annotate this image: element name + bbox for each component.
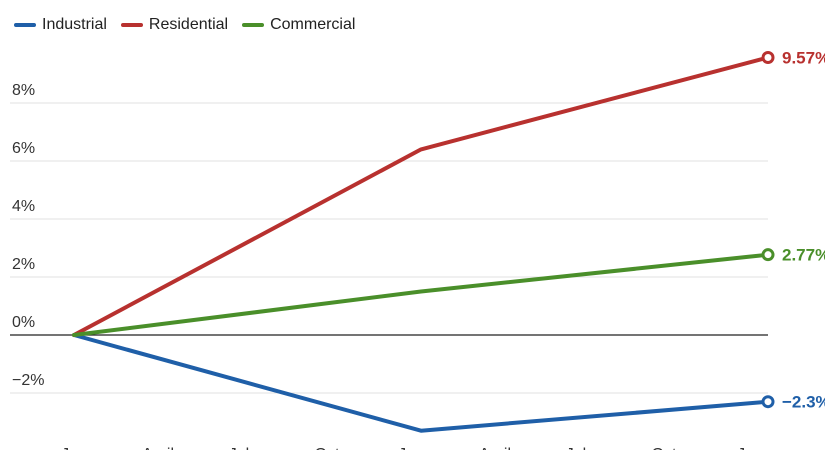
end-point-marker-industrial[interactable] (761, 395, 775, 409)
legend-label-commercial: Commercial (270, 16, 356, 33)
series-line-commercial[interactable] (72, 252, 770, 337)
grid-layer (10, 102, 768, 394)
label-layer: −2.3% 9.57% 2.77% (782, 48, 825, 411)
x-tick-label: April (142, 446, 174, 450)
end-point-marker-commercial[interactable] (761, 248, 775, 262)
x-tick-label: July (566, 446, 594, 450)
x-tick-label: Jan (61, 446, 87, 450)
legend: Industrial Residential Commercial (14, 16, 355, 34)
series-line-industrial[interactable] (72, 333, 770, 433)
legend-label-industrial: Industrial (42, 16, 107, 33)
y-tick-label: 0% (12, 314, 35, 331)
y-tick-label: 6% (12, 140, 35, 157)
end-value-label-commercial: 2.77% (782, 246, 825, 265)
x-tick-label: Oct (652, 446, 677, 450)
x-tick-label: Oct (315, 446, 340, 450)
legend-swatch-commercial (242, 23, 265, 27)
x-tick-label: April (479, 446, 511, 450)
legend-swatch-residential (120, 23, 143, 27)
y-tick-label: 4% (12, 198, 35, 215)
legend-label-residential: Residential (148, 16, 229, 33)
legend-swatch-industrial (14, 23, 36, 27)
end-value-label-industrial: −2.3% (782, 393, 825, 412)
y-tick-label: 8% (12, 82, 35, 99)
x-tick-label: Jan (398, 446, 424, 450)
legend-item-commercial[interactable]: Commercial (242, 16, 355, 34)
x-tick-label: July (229, 446, 257, 450)
y-tick-label: 2% (12, 256, 35, 273)
x-tick-label: Jan (737, 446, 763, 450)
axis-layer: −2% 0% 2% 4% 6% 8% Jan April July Oct Jan April July… (12, 82, 763, 450)
legend-item-residential[interactable]: Residential (120, 16, 229, 34)
y-tick-label: −2% (12, 372, 44, 389)
end-point-marker-residential[interactable] (761, 50, 775, 64)
legend-item-industrial[interactable]: Industrial (14, 16, 107, 34)
end-value-label-residential: 9.57% (782, 48, 825, 67)
series-layer (72, 50, 775, 433)
series-line-residential[interactable] (72, 55, 770, 337)
